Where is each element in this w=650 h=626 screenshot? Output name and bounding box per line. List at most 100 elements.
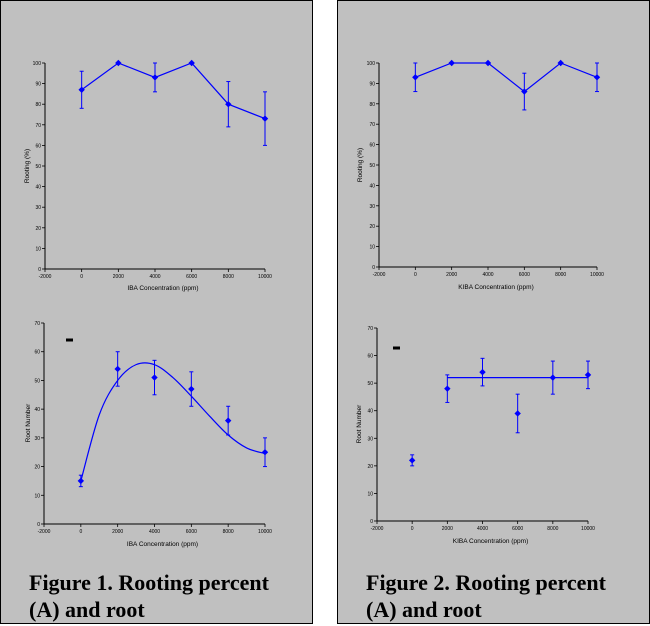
data-point <box>484 59 492 67</box>
data-point <box>188 385 195 393</box>
y-tick-label: 100 <box>33 61 42 67</box>
x-tick-label: -2000 <box>373 272 386 278</box>
x-tick-label: 2000 <box>112 529 123 535</box>
x-tick-label: 0 <box>411 526 414 532</box>
x-tick-label: 4000 <box>149 529 160 535</box>
x-tick-label: 4000 <box>149 274 160 280</box>
y-tick-label: 20 <box>369 224 375 230</box>
x-tick-label: 8000 <box>555 272 566 278</box>
panel-marker <box>393 346 400 350</box>
fit-curve <box>80 362 266 482</box>
y-tick-label: 80 <box>369 102 375 108</box>
x-axis-label: KIBA Concentration (ppm) <box>453 538 529 545</box>
x-tick-label: -2000 <box>371 526 384 532</box>
data-point <box>408 457 416 464</box>
x-tick-label: 0 <box>414 272 417 278</box>
y-tick-label: 70 <box>34 321 40 327</box>
x-tick-label: -2000 <box>39 274 52 280</box>
figure-1-caption: Figure 1. Rooting percent (A) and root <box>29 570 269 622</box>
data-point <box>188 59 195 67</box>
data-point <box>151 74 159 81</box>
data-point <box>444 385 451 392</box>
x-tick-label: 2000 <box>113 274 124 280</box>
y-tick-label: 10 <box>34 493 40 499</box>
series-line <box>415 62 598 93</box>
y-axis-label: Root Number <box>25 403 32 442</box>
data-point <box>151 374 158 381</box>
y-tick-label: 50 <box>35 164 41 170</box>
x-tick-label: -2000 <box>38 529 51 535</box>
y-tick-label: 60 <box>369 143 375 149</box>
y-tick-label: 10 <box>367 491 373 497</box>
x-tick-label: 2000 <box>446 272 457 278</box>
x-tick-label: 0 <box>79 529 82 535</box>
x-tick-label: 6000 <box>186 529 197 535</box>
y-tick-label: 40 <box>35 185 41 191</box>
data-point <box>593 74 601 81</box>
data-point <box>514 410 521 417</box>
x-tick-label: 6000 <box>519 272 530 278</box>
x-tick-label: 6000 <box>512 526 523 532</box>
y-tick-label: 20 <box>35 226 41 232</box>
y-tick-label: 80 <box>35 102 41 108</box>
y-tick-label: 30 <box>369 204 375 210</box>
data-point <box>78 86 85 93</box>
data-point <box>549 374 557 381</box>
y-tick-label: 70 <box>369 122 375 128</box>
y-tick-label: 70 <box>35 123 41 129</box>
data-point <box>261 449 269 456</box>
data-point <box>479 368 486 376</box>
x-tick-label: 10000 <box>590 272 604 278</box>
y-tick-label: 0 <box>38 267 41 273</box>
y-tick-label: 50 <box>367 381 373 387</box>
x-tick-label: 4000 <box>482 272 493 278</box>
data-point <box>115 59 122 67</box>
y-tick-label: 20 <box>34 465 40 471</box>
x-tick-label: 8000 <box>223 529 234 535</box>
y-tick-label: 20 <box>367 464 373 470</box>
x-tick-label: 8000 <box>547 526 558 532</box>
y-axis-label: Root Number <box>356 404 363 443</box>
data-point <box>448 59 455 67</box>
x-tick-label: 4000 <box>477 526 488 532</box>
data-point <box>224 417 232 424</box>
x-axis-label: KIBA Concentration (ppm) <box>458 284 534 291</box>
x-tick-label: 10000 <box>258 274 272 280</box>
data-point <box>584 371 592 379</box>
series-line <box>81 62 266 120</box>
y-tick-label: 40 <box>367 409 373 415</box>
y-tick-label: 50 <box>34 378 40 384</box>
data-point <box>261 115 269 122</box>
figure-2-caption: Figure 2. Rooting percent (A) and root <box>366 570 606 622</box>
x-tick-label: 10000 <box>581 526 595 532</box>
panel-marker <box>66 338 73 342</box>
y-tick-label: 40 <box>34 407 40 413</box>
y-tick-label: 90 <box>369 81 375 87</box>
x-tick-label: 10000 <box>258 529 272 535</box>
x-tick-label: 8000 <box>223 274 234 280</box>
y-tick-label: 30 <box>35 205 41 211</box>
y-axis-label: Rooting (%) <box>357 148 364 182</box>
x-tick-label: 6000 <box>186 274 197 280</box>
y-tick-label: 50 <box>369 163 375 169</box>
y-tick-label: 30 <box>34 436 40 442</box>
y-tick-label: 90 <box>35 82 41 88</box>
y-tick-label: 100 <box>367 61 376 67</box>
y-axis-label: Rooting (%) <box>24 149 31 183</box>
y-tick-label: 10 <box>369 245 375 251</box>
y-tick-label: 60 <box>35 143 41 149</box>
x-tick-label: 2000 <box>442 526 453 532</box>
x-axis-label: IBA Concentration (ppm) <box>127 285 198 292</box>
y-tick-label: 10 <box>35 246 41 252</box>
figure-1-panel: 0 10 20 30 40 50 60 70 80 90 100 -2000 0 2000 4000 6000… <box>0 0 313 624</box>
y-tick-label: 60 <box>367 354 373 360</box>
data-point <box>412 74 419 81</box>
x-tick-label: 0 <box>80 274 83 280</box>
x-axis-label: IBA Concentration (ppm) <box>127 541 198 548</box>
y-tick-label: 70 <box>367 326 373 332</box>
data-point <box>77 477 85 485</box>
